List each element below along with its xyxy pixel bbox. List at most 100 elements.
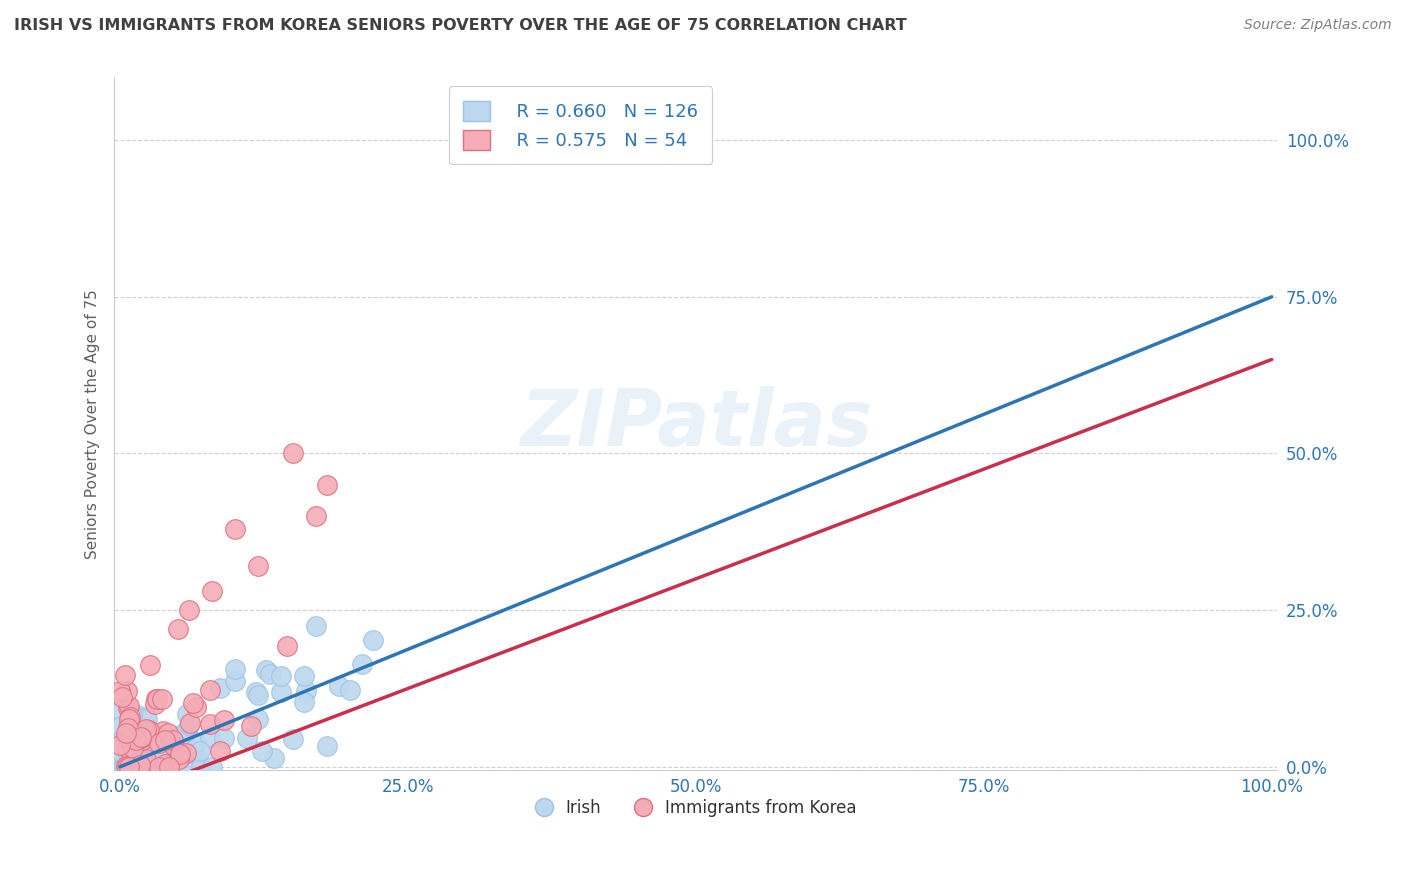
- Point: [115, 743, 138, 757]
- Point: [136, 734, 159, 748]
- Point: [250, 744, 273, 758]
- Point: [115, 760, 138, 774]
- Point: [138, 750, 160, 764]
- Point: [139, 738, 162, 752]
- Point: [224, 662, 246, 676]
- Point: [173, 760, 195, 774]
- Point: [127, 743, 149, 757]
- Point: [118, 698, 141, 713]
- Point: [316, 478, 339, 492]
- Point: [117, 747, 139, 762]
- Point: [153, 750, 176, 764]
- Point: [136, 712, 159, 726]
- Point: [118, 713, 141, 727]
- Point: [148, 760, 170, 774]
- Point: [122, 760, 145, 774]
- Point: [174, 746, 197, 760]
- Point: [155, 732, 177, 747]
- Point: [124, 733, 146, 747]
- Point: [146, 741, 169, 756]
- Point: [136, 760, 159, 774]
- Point: [118, 716, 141, 731]
- Point: [111, 690, 134, 704]
- Point: [328, 679, 350, 693]
- Point: [114, 759, 136, 773]
- Point: [149, 735, 172, 749]
- Point: [134, 760, 156, 774]
- Point: [115, 760, 138, 774]
- Point: [235, 731, 257, 746]
- Point: [112, 723, 135, 738]
- Point: [170, 728, 193, 742]
- Point: [159, 734, 181, 748]
- Point: [118, 760, 141, 774]
- Point: [142, 760, 165, 774]
- Point: [198, 682, 221, 697]
- Point: [135, 710, 157, 724]
- Point: [118, 760, 141, 774]
- Point: [136, 759, 159, 773]
- Point: [143, 759, 166, 773]
- Point: [112, 760, 135, 774]
- Point: [148, 753, 170, 767]
- Point: [149, 752, 172, 766]
- Point: [363, 632, 385, 647]
- Point: [142, 739, 165, 754]
- Point: [139, 657, 162, 672]
- Point: [131, 732, 153, 747]
- Point: [190, 760, 212, 774]
- Point: [135, 738, 157, 752]
- Point: [115, 730, 138, 744]
- Point: [224, 673, 246, 688]
- Point: [134, 760, 156, 774]
- Point: [153, 756, 176, 771]
- Point: [120, 729, 142, 743]
- Point: [276, 639, 298, 653]
- Point: [129, 758, 152, 772]
- Text: Source: ZipAtlas.com: Source: ZipAtlas.com: [1244, 18, 1392, 32]
- Point: [186, 751, 208, 765]
- Point: [148, 760, 170, 774]
- Point: [270, 685, 292, 699]
- Point: [118, 760, 141, 774]
- Point: [143, 728, 166, 742]
- Point: [155, 732, 177, 747]
- Point: [177, 718, 200, 732]
- Point: [124, 715, 146, 730]
- Point: [184, 700, 207, 714]
- Point: [122, 760, 145, 774]
- Point: [125, 739, 148, 753]
- Point: [292, 695, 315, 709]
- Point: [121, 732, 143, 747]
- Point: [122, 756, 145, 771]
- Point: [316, 739, 339, 753]
- Point: [136, 748, 159, 763]
- Point: [124, 760, 146, 774]
- Point: [153, 735, 176, 749]
- Point: [115, 760, 138, 774]
- Point: [122, 737, 145, 751]
- Point: [181, 696, 204, 710]
- Point: [128, 751, 150, 765]
- Point: [118, 760, 141, 774]
- Point: [118, 754, 141, 768]
- Text: ZIPatlas: ZIPatlas: [520, 385, 872, 462]
- Point: [141, 744, 163, 758]
- Point: [128, 748, 150, 763]
- Point: [214, 713, 236, 727]
- Point: [270, 668, 292, 682]
- Point: [110, 719, 132, 733]
- Point: [184, 735, 207, 749]
- Point: [128, 756, 150, 770]
- Point: [305, 509, 328, 524]
- Point: [201, 584, 224, 599]
- Point: [247, 688, 270, 702]
- Point: [121, 708, 143, 723]
- Point: [245, 685, 267, 699]
- Point: [114, 739, 136, 753]
- Point: [134, 741, 156, 756]
- Point: [198, 730, 221, 744]
- Point: [121, 740, 143, 755]
- Point: [263, 751, 285, 765]
- Point: [146, 692, 169, 706]
